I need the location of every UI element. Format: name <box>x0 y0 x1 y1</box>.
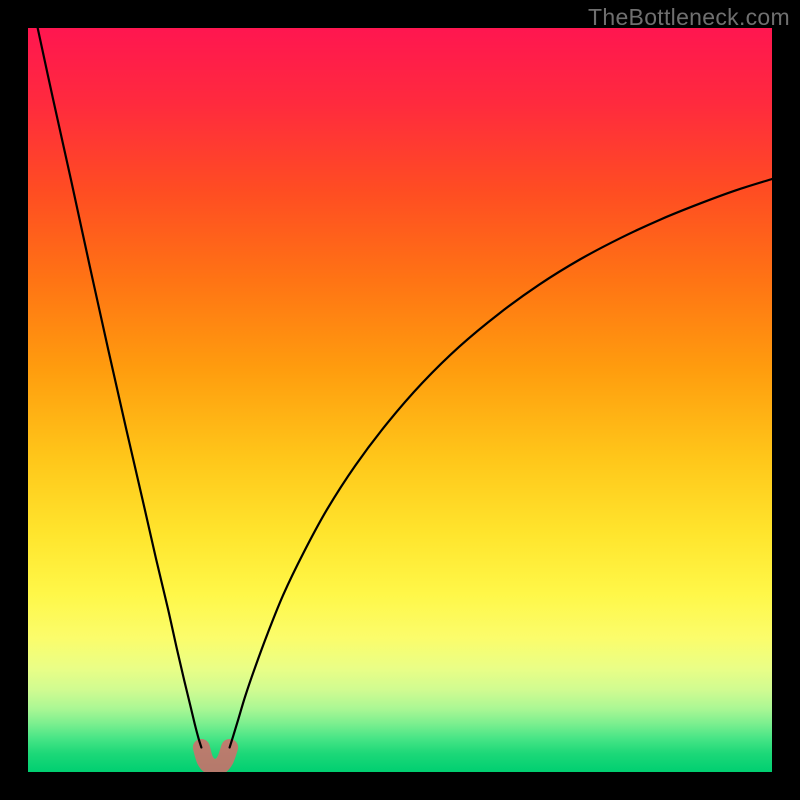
gradient-background <box>28 28 772 772</box>
watermark-label: TheBottleneck.com <box>588 4 790 31</box>
bottleneck-curve-chart <box>28 28 772 772</box>
chart-frame: TheBottleneck.com <box>0 0 800 800</box>
